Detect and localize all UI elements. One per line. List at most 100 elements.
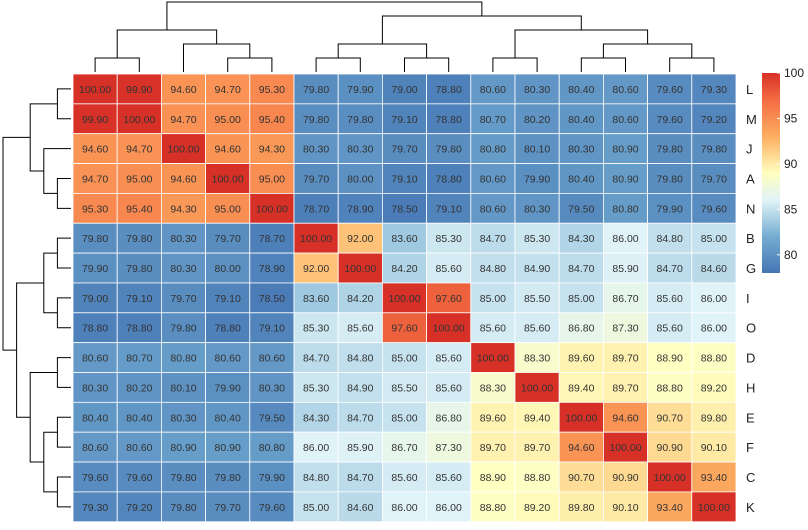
cell-value-label: 89.70 [524,442,550,454]
cell-value-label: 94.60 [612,412,638,424]
heatmap-cell [72,163,118,194]
legend-tick-label: 80 [784,248,798,262]
cell-value-label: 80.20 [524,114,550,126]
heatmap-cell [470,163,516,194]
row-label: F [746,440,754,455]
heatmap-cell [381,401,427,433]
heatmap-cell [205,103,251,135]
row-label: B [746,231,755,246]
cell-value-label: 95.00 [259,173,285,185]
cell-value-label: 80.30 [170,263,196,275]
cell-value-label: 79.80 [657,144,683,156]
cell-value-label: 80.30 [170,412,196,424]
cell-value-label: 90.90 [612,472,638,484]
cell-value-label: 85.60 [436,382,462,394]
heatmap-cell [514,192,560,224]
row-label: C [746,470,755,485]
cell-value-label: 83.60 [391,233,417,245]
heatmap-cell [603,342,649,373]
cell-value-label: 86.00 [612,233,638,245]
cell-value-label: 85.60 [657,323,683,335]
heatmap-cell [647,103,693,135]
heatmap-cell [603,461,649,493]
heatmap-cell [160,163,206,194]
cell-value-label: 86.80 [436,412,462,424]
heatmap-cell [249,282,295,314]
heatmap-cell [160,192,206,224]
cell-value-label: 80.10 [524,144,550,156]
cell-value-label: 79.60 [82,472,108,484]
cell-value-label: 79.30 [82,502,108,514]
heatmap-cell [603,282,649,314]
cell-value-label: 80.10 [170,382,196,394]
cell-value-label: 99.90 [82,114,108,126]
heatmap-cell [205,222,251,254]
legend-ticks: 80 85 90 95 100 [777,66,804,262]
cell-value-label: 85.30 [303,382,329,394]
column-dendrogram-branch [315,57,361,72]
heatmap-cell [470,431,516,463]
cell-value-label: 89.40 [568,382,594,394]
heatmap-cell [514,252,560,284]
cell-value-label: 88.80 [480,502,506,514]
heatmap-cell [514,401,560,433]
cell-value-label: 79.20 [701,114,727,126]
row-label: E [746,410,755,425]
cell-value-label: 79.00 [391,84,417,96]
cell-value-label: 80.90 [170,442,196,454]
heatmap-cell [381,133,427,164]
heatmap-cell [205,163,251,194]
cell-value-label: 95.00 [215,203,241,215]
heatmap-cell [558,461,604,493]
cell-value-label: 80.60 [480,203,506,215]
cell-value-label: 85.60 [480,323,506,335]
cell-value-label: 85.60 [391,472,417,484]
heatmap-cell [205,401,251,433]
heatmap-cell [647,133,693,164]
cell-value-label: 100.00 [167,144,199,156]
cell-value-label: 78.80 [215,323,241,335]
heatmap-cell [426,461,472,493]
cell-value-label: 85.00 [391,412,417,424]
cell-value-label: 80.60 [259,353,285,365]
cell-value-label: 89.20 [524,502,550,514]
heatmap-cell [205,372,251,403]
cell-value-label: 80.80 [170,353,196,365]
cell-value-label: 100.00 [79,84,111,96]
heatmap-cell [72,491,118,523]
heatmap-cell [470,103,516,135]
heatmap-cell [116,282,162,314]
row-dendrogram-branch [56,88,71,120]
cell-value-label: 79.70 [303,173,329,185]
cell-value-label: 85.30 [524,233,550,245]
column-dendrogram [94,1,715,72]
cell-value-label: 79.70 [701,173,727,185]
heatmap-cell [249,491,295,523]
cell-value-label: 78.80 [126,323,152,335]
cell-value-label: 79.60 [259,502,285,514]
cell-value-label: 100.00 [565,412,597,424]
cell-value-label: 78.80 [436,114,462,126]
heatmap-cell [381,431,427,463]
heatmap-cell [470,491,516,523]
heatmap-cell [72,222,118,254]
cell-value-label: 89.20 [701,382,727,394]
cell-value-label: 90.70 [657,412,683,424]
cell-value-label: 79.70 [215,502,241,514]
cell-value-label: 89.40 [524,412,550,424]
cell-value-label: 100.00 [477,353,509,365]
heatmap-cell [426,222,472,254]
row-label: M [746,112,757,127]
cell-value-label: 78.90 [259,263,285,275]
cell-value-label: 84.80 [303,472,329,484]
heatmap-cell [116,372,162,403]
cell-value-label: 90.10 [701,442,727,454]
cell-value-label: 100.00 [521,382,553,394]
cell-value-label: 85.50 [391,382,417,394]
cell-value-label: 78.80 [436,173,462,185]
heatmap-cell [514,342,560,373]
heatmap-cell [293,73,339,105]
cell-value-label: 94.60 [568,442,594,454]
heatmap-cell [514,431,560,463]
